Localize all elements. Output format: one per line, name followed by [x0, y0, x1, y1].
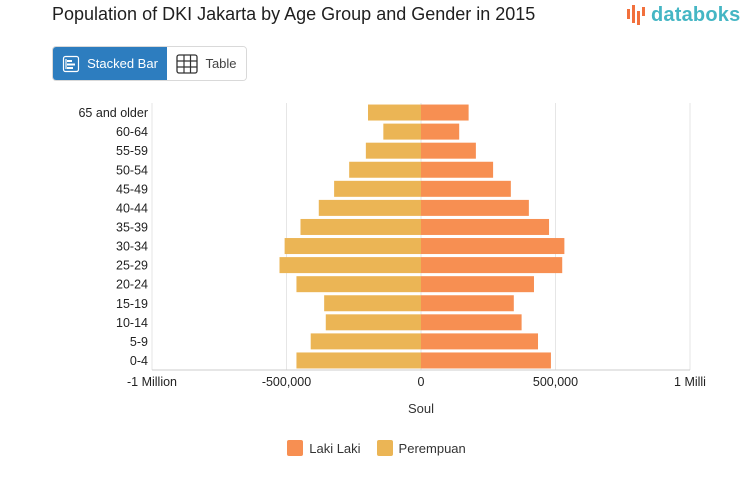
- category-label: 55-59: [116, 144, 148, 158]
- legend: Laki Laki Perempuan: [0, 440, 753, 456]
- view-toggle: Stacked Bar Table: [52, 46, 247, 81]
- category-label: 40-44: [116, 201, 148, 215]
- databoks-logo-icon: [627, 5, 645, 25]
- category-label: 50-54: [116, 163, 148, 177]
- bar-laki-laki-25-29[interactable]: [421, 257, 563, 274]
- bar-laki-laki-0-4[interactable]: [421, 352, 551, 369]
- bar-perempuan-35-39[interactable]: [300, 218, 421, 235]
- x-tick-label: 1 Milli: [674, 375, 706, 389]
- bar-perempuan-40-44[interactable]: [318, 199, 421, 216]
- brand-name: databoks: [651, 3, 741, 26]
- category-label: 10-14: [116, 316, 148, 330]
- bar-perempuan-25-29[interactable]: [279, 257, 421, 274]
- bar-perempuan-60-64[interactable]: [383, 123, 421, 140]
- legend-label-laki-laki: Laki Laki: [309, 440, 361, 456]
- x-tick-label: -500,000: [262, 375, 311, 389]
- x-axis-title: Soul: [408, 401, 434, 416]
- category-label: 65 and older: [78, 106, 148, 120]
- bar-layer: [279, 104, 565, 369]
- legend-swatch-perempuan: [376, 440, 393, 456]
- databoks-logo: databoks: [626, 3, 740, 27]
- bar-laki-laki-15-19[interactable]: [421, 295, 514, 312]
- category-label: 15-19: [116, 297, 148, 311]
- bar-perempuan-5-9[interactable]: [310, 333, 421, 350]
- tab-table-label: Table: [205, 56, 237, 71]
- value-axis: -1 Million -500,000 0 500,000 1 Milli: [127, 375, 706, 389]
- bar-laki-laki-40-44[interactable]: [421, 199, 529, 216]
- category-label: 35-39: [116, 220, 148, 234]
- bar-laki-laki-35-39[interactable]: [421, 218, 550, 235]
- category-label: 0-4: [130, 354, 148, 368]
- bar-laki-laki-5-9[interactable]: [421, 333, 539, 350]
- x-tick-label: 500,000: [533, 375, 578, 389]
- bar-perempuan-30-34[interactable]: [284, 238, 421, 255]
- bar-perempuan-55-59[interactable]: [365, 142, 421, 159]
- bar-perempuan-15-19[interactable]: [324, 295, 421, 312]
- stacked-bar-icon: [62, 55, 80, 72]
- legend-swatch-laki-laki: [287, 440, 304, 456]
- bar-laki-laki-50-54[interactable]: [421, 161, 494, 178]
- bar-laki-laki-30-34[interactable]: [421, 238, 565, 255]
- category-label: 25-29: [116, 259, 148, 273]
- category-axis: 65 and older 60-64 55-59 50-54 45-49 40-44 35-…: [78, 106, 148, 368]
- bar-perempuan-45-49[interactable]: [334, 180, 421, 197]
- x-tick-label: 0: [418, 375, 425, 389]
- legend-label-perempuan: Perempuan: [398, 440, 466, 456]
- bar-perempuan-20-24[interactable]: [296, 276, 421, 293]
- category-label: 60-64: [116, 125, 148, 139]
- bar-perempuan-0-4[interactable]: [296, 352, 421, 369]
- bar-perempuan-10-14[interactable]: [325, 314, 421, 331]
- chart-title: Population of DKI Jakarta by Age Group a…: [52, 4, 536, 24]
- tab-stacked-bar[interactable]: Stacked Bar: [53, 47, 167, 80]
- bar-laki-laki-55-59[interactable]: [421, 142, 476, 159]
- bar-laki-laki-10-14[interactable]: [421, 314, 522, 331]
- bar-laki-laki-45-49[interactable]: [421, 180, 511, 197]
- bar-perempuan-50-54[interactable]: [349, 161, 421, 178]
- category-label: 20-24: [116, 278, 148, 292]
- tab-stacked-bar-label: Stacked Bar: [87, 56, 158, 71]
- legend-item-laki-laki[interactable]: Laki Laki: [287, 440, 361, 456]
- category-label: 5-9: [130, 335, 148, 349]
- tab-table[interactable]: Table: [167, 47, 246, 80]
- legend-item-perempuan[interactable]: Perempuan: [376, 440, 466, 456]
- category-label: 30-34: [116, 240, 148, 254]
- bar-laki-laki-60-64[interactable]: [421, 123, 460, 140]
- bar-laki-laki-65-and-older[interactable]: [421, 104, 469, 121]
- table-grid-icon: [176, 53, 199, 74]
- bar-perempuan-65-and-older[interactable]: [368, 104, 421, 121]
- category-label: 45-49: [116, 182, 148, 196]
- bar-laki-laki-20-24[interactable]: [421, 276, 534, 293]
- x-tick-label: -1 Million: [127, 375, 177, 389]
